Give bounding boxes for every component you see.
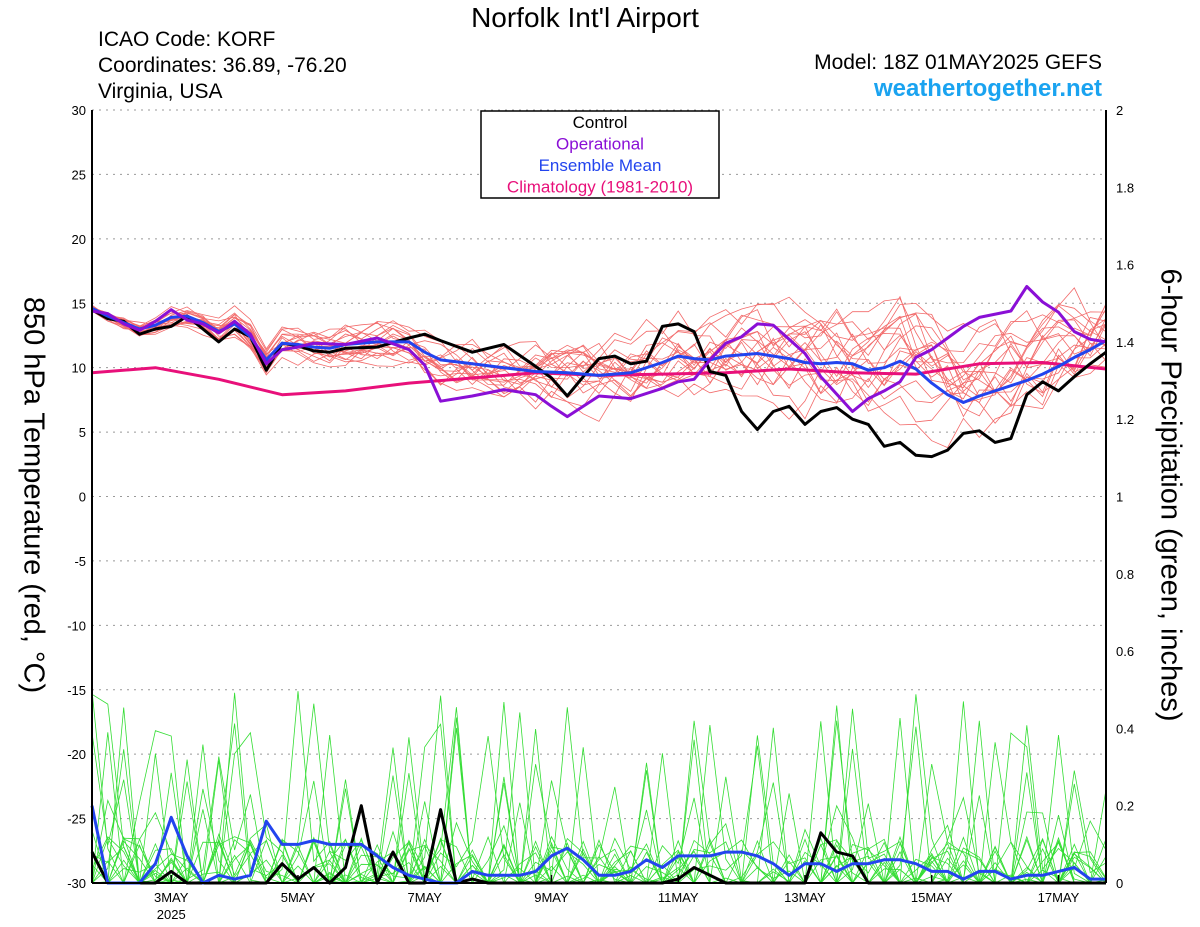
precip-member-line: [91, 701, 1106, 885]
temp-member-line: [91, 304, 1107, 423]
y2-tick-label: 0: [1116, 876, 1123, 891]
y2-tick-label: 1: [1116, 490, 1123, 505]
y-tick-label: 25: [72, 167, 86, 182]
temp-member-line: [91, 302, 1107, 394]
x-tick-label: 5MAY: [281, 890, 316, 905]
x-tick-label: 9MAY: [534, 890, 569, 905]
main-series-lines: [90, 285, 1107, 885]
y-tick-label: -30: [67, 876, 86, 891]
y-tick-label: 10: [72, 361, 86, 376]
y2-tick-label: 0.2: [1116, 799, 1134, 814]
y-tick-label: 20: [72, 232, 86, 247]
x-tick-label: 15MAY: [911, 890, 953, 905]
y2-tick-label: 1.2: [1116, 412, 1134, 427]
y-tick-label: 0: [79, 490, 86, 505]
y-tick-label: -15: [67, 683, 86, 698]
grid-lines: [92, 109, 1106, 884]
x-tick-label: 11MAY: [658, 890, 699, 905]
temp-operational-line: [91, 285, 1107, 419]
y-tick-label: -20: [67, 747, 86, 762]
y2-tick-label: 1.6: [1116, 258, 1134, 273]
temp-member-line: [91, 307, 1107, 449]
chart-title: Norfolk Int'l Airport: [471, 2, 699, 33]
plot-frame: [91, 110, 1107, 884]
website-link[interactable]: weathertogether.net: [873, 75, 1102, 102]
temp-member-line: [91, 303, 1107, 407]
y-tick-label: 15: [72, 296, 86, 311]
legend-entry: Control: [573, 113, 628, 132]
y2-tick-label: 1.8: [1116, 180, 1134, 195]
y-tick-label: -10: [67, 618, 86, 633]
y2-tick-label: 0.4: [1116, 721, 1134, 736]
precip-member-line: [91, 727, 1107, 885]
y-tick-label: -25: [67, 812, 86, 827]
y-tick-label: 5: [79, 425, 86, 440]
temp-member-line: [91, 310, 1107, 417]
temp-member-line: [91, 302, 1107, 386]
y-tick-label: -5: [74, 554, 86, 569]
x-tick-label: 17MAY: [1038, 890, 1080, 905]
x-tick-year-label: 2025: [157, 907, 186, 922]
region: Virginia, USA: [98, 80, 223, 103]
temp-member-line: [91, 306, 1107, 402]
precip-member-line: [92, 694, 1107, 885]
y2-tick-label: 1.4: [1116, 335, 1134, 350]
x-tick-label: 13MAY: [784, 890, 826, 905]
legend: Control Operational Ensemble Mean Climatolo…: [480, 110, 720, 199]
coordinates: Coordinates: 36.89, -76.20: [98, 54, 347, 77]
legend-box: [480, 110, 720, 199]
y2-tick-label: 0.6: [1116, 644, 1134, 659]
y2-tick-label: 0.8: [1116, 567, 1134, 582]
x-tick-label: 3MAY: [154, 890, 189, 905]
temp-member-line: [91, 287, 1107, 407]
legend-entry: Climatology (1981-2010): [507, 178, 693, 197]
y-tick-label: 30: [72, 103, 86, 118]
legend-entry: Operational: [556, 135, 644, 154]
y2-tick-label: 2: [1116, 103, 1123, 118]
temp-member-line: [91, 304, 1107, 406]
axis-ticks: 302520151050-5-10-15-20-25-3021.81.61.41…: [67, 103, 1134, 922]
precip-member-line: [92, 692, 1107, 885]
precip-member-lines: [91, 690, 1107, 885]
precip-ensemble-mean-line: [90, 805, 1106, 885]
icao-code: ICAO Code: KORF: [98, 28, 276, 51]
model-run: Model: 18Z 01MAY2025 GEFS: [814, 51, 1102, 74]
precip-member-line: [91, 695, 1106, 885]
precip-member-line: [91, 693, 1107, 885]
precip-member-line: [92, 701, 1107, 885]
legend-entry: Ensemble Mean: [539, 156, 662, 175]
precip-member-line: [91, 691, 1107, 885]
precip-member-line: [91, 690, 1107, 885]
temp-member-line: [91, 298, 1107, 424]
x-tick-label: 7MAY: [408, 890, 443, 905]
